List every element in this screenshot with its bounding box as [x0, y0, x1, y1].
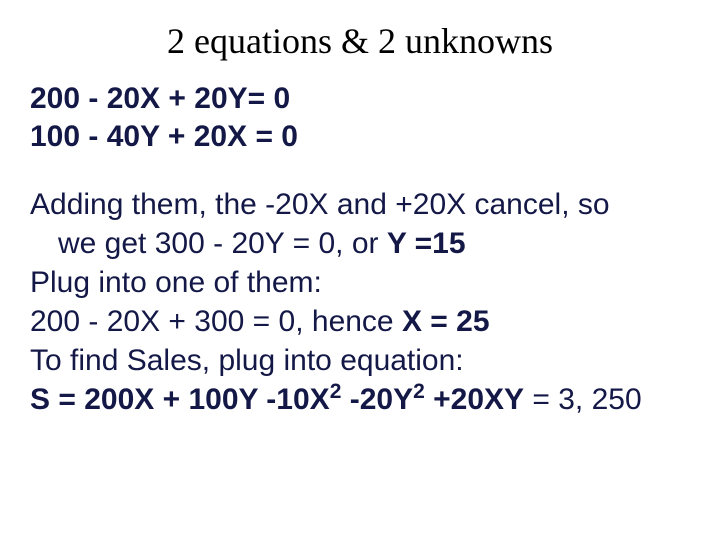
equation-2: 100 - 40Y + 20X = 0	[30, 118, 690, 156]
exp-1: 2	[330, 380, 342, 403]
body-line-5: To find Sales, plug into equation:	[30, 341, 690, 380]
result-y: Y =15	[387, 227, 466, 260]
sales-formula-part-a: S = 200X + 100Y -10X	[30, 383, 330, 416]
body-line-3: Plug into one of them:	[30, 263, 690, 302]
explanation-body: Adding them, the -20X and +20X cancel, s…	[30, 185, 690, 419]
sales-result: = 3, 250	[524, 383, 642, 416]
exp-2: 2	[413, 380, 425, 403]
body-line-2: we get 300 - 20Y = 0, or Y =15	[30, 224, 690, 263]
body-line-4a: 200 - 20X + 300 = 0, hence	[30, 305, 402, 338]
equation-1: 200 - 20X + 20Y= 0	[30, 80, 690, 118]
body-line-4: 200 - 20X + 300 = 0, hence X = 25	[30, 302, 690, 341]
result-x: X = 25	[402, 305, 490, 338]
sales-formula-part-b: -20Y	[341, 383, 413, 416]
slide-title: 2 equations & 2 unknowns	[30, 20, 690, 62]
body-line-2a: we get 300 - 20Y = 0, or	[58, 227, 387, 260]
slide: 2 equations & 2 unknowns 200 - 20X + 20Y…	[0, 0, 720, 540]
body-line-1: Adding them, the -20X and +20X cancel, s…	[30, 185, 690, 224]
body-line-6: S = 200X + 100Y -10X2 -20Y2 +20XY = 3, 2…	[30, 380, 690, 419]
spacer	[30, 155, 690, 185]
sales-formula-part-c: +20XY	[425, 383, 524, 416]
